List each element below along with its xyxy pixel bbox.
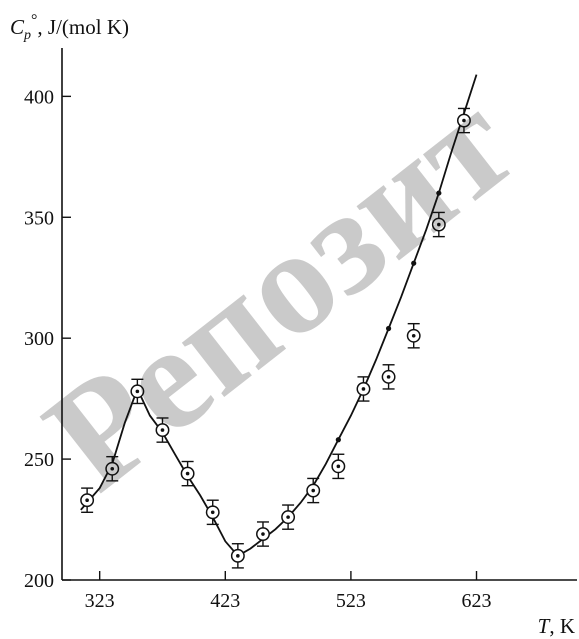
data-point-center-dot [437,222,441,227]
small-dot-point [335,437,341,443]
data-point-center-dot [261,532,265,536]
data-point-center-dot [462,118,466,123]
data-point-center-dot [311,488,316,493]
y-axis-title-sub: p [23,28,31,43]
y-tick-label: 300 [24,328,54,350]
fit-curve [80,74,478,557]
x-tick-label: 523 [336,590,366,612]
data-point-center-dot [135,389,140,394]
small-dot-point [436,190,442,196]
data-point-center-dot [236,554,240,558]
x-tick-label: 623 [462,590,492,612]
data-point-center-dot [286,515,290,519]
data-point-center-dot [411,333,416,338]
y-tick-label: 400 [24,86,54,108]
x-axis-title-rest: , K [549,614,575,638]
x-tick-label: 323 [85,590,115,612]
data-point-center-dot [210,510,215,515]
watermark-text: Репозит [16,60,542,522]
data-point-center-dot [361,387,366,391]
data-point-center-dot [85,498,89,503]
y-tick-label: 200 [24,570,54,592]
data-point-center-dot [386,375,391,379]
plot-layer: 200 250 300 350 400 323 423 523 623 [24,48,577,612]
y-axis-title-main: C [10,15,25,39]
y-tick-label: 250 [24,449,54,471]
x-axis-title-main: T [538,614,551,638]
y-axis-title: Cp°, J/(mol K) [10,12,129,43]
y-axis-title-sup: ° [31,12,37,29]
data-point-center-dot [160,428,165,432]
data-point-center-dot [110,466,115,471]
data-point-center-dot [185,471,190,476]
small-dot-point [385,325,392,332]
data-point-center-dot [336,464,341,469]
small-dot-point [411,260,417,266]
y-axis-title-rest: , J/(mol K) [37,15,129,39]
y-tick-label: 350 [24,207,54,229]
x-tick-label: 423 [210,590,240,612]
x-axis-title: T, K [538,614,575,638]
